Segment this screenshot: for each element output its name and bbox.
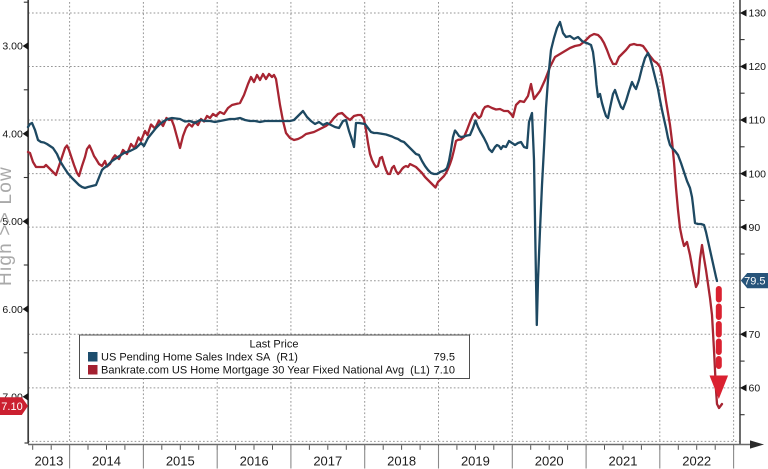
svg-text:2021: 2021 [609,454,638,469]
svg-text:High >> Low: High >> Low [0,166,16,286]
svg-text:4.00: 4.00 [2,128,23,140]
svg-text:2019: 2019 [461,454,490,469]
svg-text:2015: 2015 [166,454,195,469]
svg-text:3.00: 3.00 [2,41,23,53]
svg-text:Last Price: Last Price [250,339,299,351]
svg-text:2013: 2013 [34,454,63,469]
svg-text:2018: 2018 [387,454,416,469]
svg-text:Bankrate.com US Home Mortgage: Bankrate.com US Home Mortgage 30 Year Fi… [101,365,430,377]
svg-text:6.00: 6.00 [2,304,23,316]
svg-text:79.5: 79.5 [434,352,455,364]
svg-text:5.00: 5.00 [2,216,23,228]
svg-text:2014: 2014 [92,454,121,469]
svg-text:2016: 2016 [240,454,269,469]
svg-text:2022: 2022 [682,454,711,469]
svg-text:100: 100 [749,168,767,180]
svg-text:2020: 2020 [535,454,564,469]
svg-text:110: 110 [749,115,766,127]
svg-text:120: 120 [749,61,767,73]
svg-text:60: 60 [749,383,761,395]
svg-text:2017: 2017 [313,454,342,469]
svg-text:US Pending Home Sales Index SA: US Pending Home Sales Index SA (R1) [101,352,298,364]
svg-text:7.10: 7.10 [434,365,455,377]
svg-text:130: 130 [749,8,767,20]
svg-text:90: 90 [749,222,761,234]
svg-text:79.5: 79.5 [744,276,765,288]
svg-text:7.10: 7.10 [1,401,22,413]
svg-text:70: 70 [749,329,761,341]
